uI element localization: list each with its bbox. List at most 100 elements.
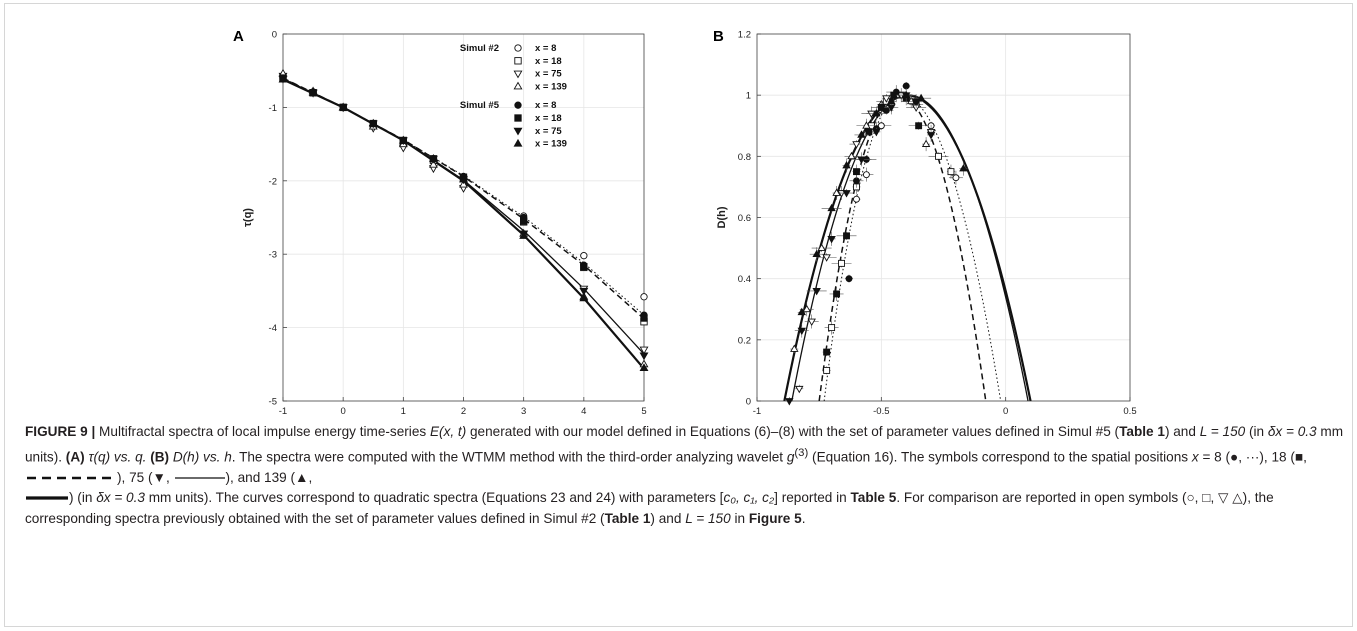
data-point-circle-open: [853, 195, 860, 203]
panel-b-letter: B: [713, 28, 724, 45]
caption-text: ), 75 (▼,: [117, 469, 174, 485]
legend-entry-label: x = 18: [535, 113, 562, 124]
data-point-square-filled: [514, 114, 522, 122]
y-tick-label: 0.6: [738, 213, 751, 224]
x-tick-label: -1: [753, 406, 761, 414]
table-reference[interactable]: Table 1: [604, 510, 651, 526]
data-point-triangle-up-open: [862, 121, 871, 129]
data-point-square-filled: [640, 314, 648, 322]
caption-math: τ(q) vs. q.: [84, 449, 151, 465]
data-point-triangle-up-filled: [827, 203, 836, 212]
y-axis-label: D(h): [716, 206, 728, 228]
caption-math: c₀, c₁, c₂: [723, 490, 775, 506]
data-point-circle-filled: [902, 82, 910, 90]
caption-label: FIGURE 9 |: [25, 424, 96, 439]
x-tick-label: 4: [581, 406, 586, 414]
data-point-triangle-down-filled: [579, 287, 589, 296]
caption-math: D(h) vs. h: [169, 449, 232, 465]
data-point-triangle-down-filled: [857, 156, 866, 164]
panel-a-reference: (A): [65, 449, 85, 465]
y-tick-label: -4: [269, 323, 277, 334]
data-point-triangle-down-open: [513, 70, 523, 79]
data-point-triangle-up-filled: [338, 102, 348, 111]
data-point-triangle-down-open: [822, 254, 831, 262]
legend-entry-label: x = 139: [535, 139, 567, 150]
y-tick-label: -2: [269, 176, 277, 187]
x-tick-label: 0: [341, 406, 346, 414]
table-reference[interactable]: Table 5: [850, 490, 897, 506]
caption-text: in: [730, 510, 749, 526]
x-tick-label: 0.5: [1123, 406, 1136, 414]
caption-text: mm units). The curves correspond to quad…: [144, 490, 724, 506]
figure-reference[interactable]: Figure 5: [748, 510, 802, 526]
caption-text: . For comparison are reported in open sy…: [25, 490, 1274, 526]
data-point-triangle-down-filled: [842, 190, 851, 198]
caption-text: (Equation 16). The symbols correspond to…: [808, 449, 1192, 465]
data-point-triangle-down-filled: [797, 327, 806, 336]
caption-text: mm units).: [25, 424, 1344, 465]
y-tick-label: 1: [746, 91, 751, 102]
data-point-triangle-up-filled: [459, 174, 468, 183]
data-point-triangle-up-filled: [887, 96, 896, 105]
y-tick-label: -1: [269, 103, 277, 114]
caption-text: ) and: [1164, 424, 1200, 439]
caption-text: ) and: [650, 510, 686, 526]
caption-text: ), and 139 (▲,: [225, 469, 313, 485]
legend-group-label: Simul #2: [460, 43, 499, 54]
y-tick-label: -5: [269, 397, 277, 408]
data-point-triangle-up-filled: [842, 161, 851, 169]
data-point-square-filled: [520, 217, 528, 225]
data-point-triangle-up-open: [802, 304, 811, 313]
y-tick-label: 0: [272, 30, 277, 41]
data-point-triangle-up-filled: [959, 164, 968, 172]
caption-math: L = 150: [1199, 424, 1246, 439]
caption-text: ) (in: [69, 490, 97, 506]
data-point-circle-filled: [853, 177, 860, 185]
data-point-triangle-up-filled: [872, 109, 881, 117]
data-point-triangle-up-open: [790, 344, 799, 352]
data-point-triangle-down-open: [867, 110, 876, 119]
table-reference[interactable]: Table 1: [1119, 424, 1165, 439]
data-point-square-filled: [890, 91, 898, 99]
data-point-triangle-down-filled: [785, 398, 794, 406]
x-tick-label: -1: [279, 406, 287, 414]
data-point-triangle-up-open: [513, 81, 523, 90]
data-point-square-open: [828, 324, 836, 332]
data-point-triangle-down-filled: [827, 236, 836, 244]
caption-math: L = 150: [685, 510, 731, 526]
data-point-square-filled: [580, 263, 588, 271]
data-point-triangle-down-open: [807, 318, 816, 326]
figure-caption: FIGURE 9 | Multifractal spectra of local…: [25, 422, 1345, 529]
legend-entry-label: x = 8: [535, 100, 556, 111]
y-tick-label: 0.2: [738, 335, 751, 346]
caption-math: x: [1191, 449, 1199, 465]
data-point-square-filled: [833, 290, 841, 298]
data-point-square-open: [838, 259, 845, 267]
x-tick-label: 0: [1003, 406, 1008, 414]
legend-entry-label: x = 18: [535, 56, 562, 67]
data-point-square-filled: [915, 122, 923, 130]
x-tick-label: 1: [401, 406, 406, 414]
data-point-triangle-up-filled: [428, 154, 438, 162]
caption-text: (in: [1245, 424, 1268, 439]
x-tick-label: -0.5: [873, 406, 889, 414]
legend-entry-label: x = 139: [535, 81, 567, 92]
data-point-square-open: [514, 57, 522, 65]
data-point-triangle-down-filled: [872, 129, 881, 137]
data-point-triangle-down-open: [852, 141, 861, 149]
data-point-triangle-up-open: [817, 243, 826, 251]
caption-text: Multifractal spectra of local impulse en…: [95, 424, 430, 439]
data-point-square-filled: [877, 103, 885, 111]
data-point-triangle-down-open: [639, 346, 649, 355]
thin-line-sample: [174, 477, 225, 479]
data-point-triangle-up-filled: [916, 93, 926, 102]
data-point-triangle-down-open: [795, 385, 804, 394]
data-point-triangle-up-open: [847, 151, 856, 160]
data-point-triangle-up-filled: [398, 135, 408, 144]
data-point-circle-open: [862, 171, 870, 179]
y-tick-label: 0: [746, 397, 751, 408]
data-point-square-open: [823, 366, 831, 374]
